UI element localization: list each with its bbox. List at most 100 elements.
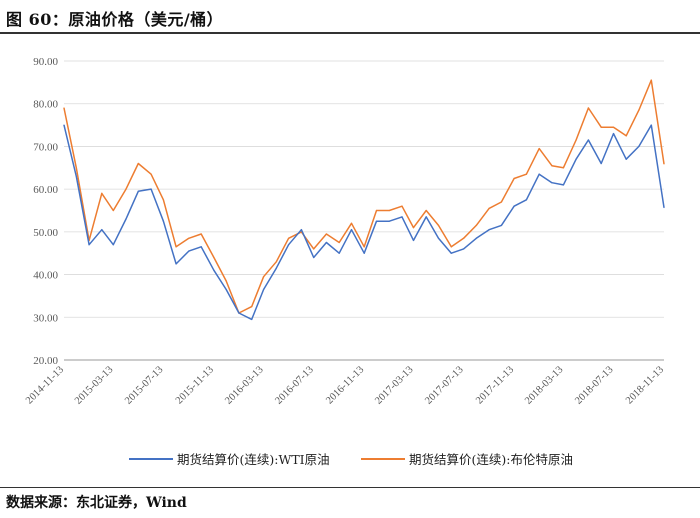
data-point-wti bbox=[650, 124, 652, 126]
x-tick-label: 2016-11-13 bbox=[324, 364, 366, 406]
data-point-brent bbox=[513, 177, 515, 180]
bottom-rule bbox=[0, 487, 700, 488]
x-tick-label: 2014-11-13 bbox=[24, 364, 66, 406]
data-point-wti bbox=[150, 188, 152, 190]
data-point-brent bbox=[150, 173, 152, 175]
data-point-wti bbox=[275, 267, 277, 269]
series-lines bbox=[63, 79, 665, 321]
data-point-wti bbox=[562, 184, 565, 186]
data-point-brent bbox=[463, 237, 465, 239]
data-point-brent bbox=[575, 139, 577, 141]
data-point-wti bbox=[401, 216, 403, 218]
data-point-wti bbox=[263, 288, 265, 291]
data-point-wti bbox=[188, 250, 190, 252]
data-point-brent bbox=[288, 237, 290, 239]
data-point-wti bbox=[600, 162, 602, 165]
data-point-brent bbox=[175, 246, 177, 248]
data-point-wti bbox=[112, 244, 114, 246]
data-point-brent bbox=[650, 79, 652, 81]
data-point-brent bbox=[112, 209, 114, 212]
data-point-brent bbox=[363, 246, 365, 248]
data-point-brent bbox=[475, 224, 477, 226]
data-point-brent bbox=[388, 209, 390, 212]
grid-lines bbox=[64, 60, 664, 361]
data-point-wti bbox=[238, 312, 240, 314]
legend-item-brent: 期货结算价(连续):布伦特原油 bbox=[361, 449, 573, 468]
source-note: 数据来源：东北证券，Wind bbox=[6, 495, 187, 511]
data-point-wti bbox=[575, 158, 577, 160]
data-point-brent bbox=[225, 280, 227, 282]
data-point-wti bbox=[225, 288, 227, 291]
data-point-wti bbox=[325, 241, 327, 244]
data-point-brent bbox=[313, 248, 315, 250]
data-point-wti bbox=[300, 229, 302, 231]
x-tick-label: 2017-03-13 bbox=[373, 364, 415, 406]
y-tick-label: 50.00 bbox=[33, 227, 58, 239]
data-point-wti bbox=[612, 133, 615, 135]
data-point-wti bbox=[488, 229, 490, 231]
figure-title: 图 60：原油价格（美元/桶） bbox=[6, 10, 224, 29]
data-point-brent bbox=[101, 192, 103, 194]
data-point-wti bbox=[137, 190, 139, 192]
data-point-brent bbox=[525, 173, 528, 175]
x-tick-label: 2017-07-13 bbox=[423, 364, 465, 406]
y-tick-label: 20.00 bbox=[33, 355, 58, 367]
data-point-wti bbox=[101, 229, 103, 231]
data-point-wti bbox=[475, 237, 477, 239]
data-point-brent bbox=[500, 201, 502, 203]
x-tick-label: 2016-03-13 bbox=[223, 364, 265, 406]
data-point-brent bbox=[125, 188, 127, 190]
legend-item-wti: 期货结算价(连续):WTI原油 bbox=[129, 449, 330, 468]
data-point-brent bbox=[401, 205, 403, 207]
data-point-wti bbox=[213, 269, 215, 271]
data-point-wti bbox=[251, 318, 253, 320]
data-point-wti bbox=[538, 173, 540, 175]
x-tick-label: 2017-11-13 bbox=[474, 364, 516, 406]
data-point-wti bbox=[500, 224, 502, 226]
data-point-brent bbox=[200, 233, 202, 235]
data-point-brent bbox=[162, 199, 164, 201]
data-point-wti bbox=[525, 199, 528, 201]
y-tick-labels: 20.00 30.00 40.00 50.00 60.00 70.00 80.00 90.00 bbox=[33, 56, 58, 367]
data-point-wti bbox=[638, 145, 640, 147]
data-point-brent bbox=[600, 126, 602, 128]
data-point-wti bbox=[513, 205, 515, 207]
data-point-wti bbox=[375, 220, 378, 222]
data-point-wti bbox=[88, 244, 90, 246]
line-chart: 20.00 30.00 40.00 50.00 60.00 70.00 80.00 90.00… bbox=[24, 56, 666, 407]
data-point-brent bbox=[275, 261, 277, 263]
data-point-wti bbox=[338, 252, 340, 254]
data-point-brent bbox=[587, 107, 590, 109]
y-tick-label: 90.00 bbox=[33, 56, 58, 68]
data-point-brent bbox=[137, 162, 139, 165]
data-point-brent bbox=[338, 241, 340, 244]
data-point-brent bbox=[375, 209, 378, 212]
data-point-brent bbox=[538, 148, 540, 150]
data-point-wti bbox=[162, 220, 164, 222]
data-point-wti bbox=[350, 229, 353, 231]
legend-label-wti: 期货结算价(连续):WTI原油 bbox=[177, 452, 330, 467]
data-point-brent bbox=[488, 207, 490, 209]
legend-swatch-brent bbox=[361, 457, 405, 460]
y-tick-label: 60.00 bbox=[33, 184, 58, 196]
x-tick-labels: 2014-11-13 2015-03-13 2015-07-13 2015-11-13… bbox=[24, 364, 666, 406]
data-point-brent bbox=[625, 135, 627, 137]
data-point-brent bbox=[251, 306, 253, 308]
data-point-brent bbox=[75, 167, 77, 169]
data-point-wti bbox=[313, 256, 315, 259]
data-point-wti bbox=[63, 124, 65, 126]
data-point-wti bbox=[363, 252, 365, 254]
data-point-wti bbox=[200, 246, 202, 248]
data-point-wti bbox=[587, 139, 590, 141]
data-point-wti bbox=[125, 218, 127, 220]
data-point-brent bbox=[213, 256, 215, 259]
data-point-brent bbox=[263, 276, 265, 278]
series-line-wti bbox=[63, 124, 665, 321]
top-rule bbox=[0, 32, 700, 34]
y-tick-label: 80.00 bbox=[33, 99, 58, 111]
data-point-brent bbox=[412, 227, 415, 229]
data-point-wti bbox=[450, 252, 452, 254]
data-point-brent bbox=[425, 209, 427, 212]
x-tick-label: 2018-03-13 bbox=[523, 364, 565, 406]
x-tick-label: 2016-07-13 bbox=[273, 364, 315, 406]
